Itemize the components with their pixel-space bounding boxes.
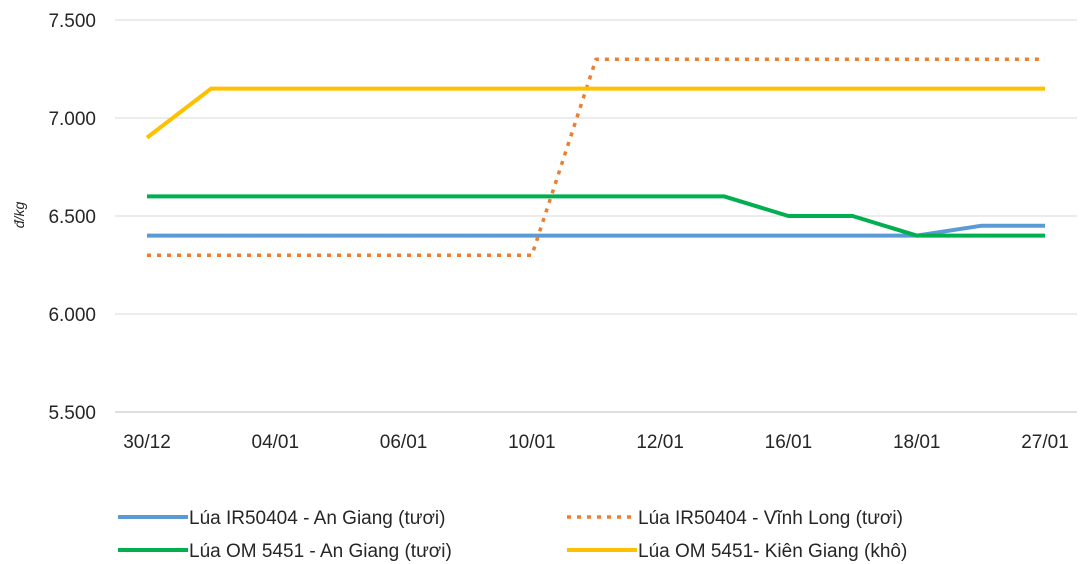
legend-label: Lúa OM 5451- Kiên Giang (khô): [638, 541, 907, 562]
y-axis-ticks: 5.500 6.000 6.500 7.000 7.500: [48, 11, 96, 424]
series-line-4: [145, 86, 1045, 140]
x-tick-label: 27/01: [1021, 432, 1069, 453]
x-tick-label: 18/01: [893, 432, 941, 453]
series-line-1: [147, 223, 1045, 238]
legend-label: Lúa IR50404 - Vĩnh Long (tươi): [638, 508, 903, 529]
y-tick-label: 7.000: [48, 109, 96, 130]
x-tick-label: 06/01: [380, 432, 428, 453]
gridlines: [115, 19, 1077, 413]
series-line-2: [147, 57, 1045, 257]
x-axis-ticks: 30/12 04/01 06/01 10/01 12/01 16/01 18/01 27/01: [123, 432, 1069, 453]
series-lines: [145, 57, 1045, 257]
y-axis-label: đ/kg: [11, 202, 27, 229]
series-line-3: [147, 194, 1045, 238]
y-tick-label: 6.000: [48, 305, 96, 326]
x-tick-label: 10/01: [508, 432, 556, 453]
x-tick-label: 12/01: [636, 432, 684, 453]
x-tick-label: 30/12: [123, 432, 171, 453]
y-tick-label: 6.500: [48, 207, 96, 228]
legend-label: Lúa OM 5451 - An Giang (tươi): [189, 541, 452, 562]
legend: Lúa IR50404 - An Giang (tươi) Lúa IR50404…: [118, 508, 907, 562]
y-tick-label: 5.500: [48, 403, 96, 424]
y-tick-label: 7.500: [48, 11, 96, 32]
x-tick-label: 04/01: [252, 432, 300, 453]
x-tick-label: 16/01: [765, 432, 813, 453]
legend-label: Lúa IR50404 - An Giang (tươi): [189, 508, 445, 529]
